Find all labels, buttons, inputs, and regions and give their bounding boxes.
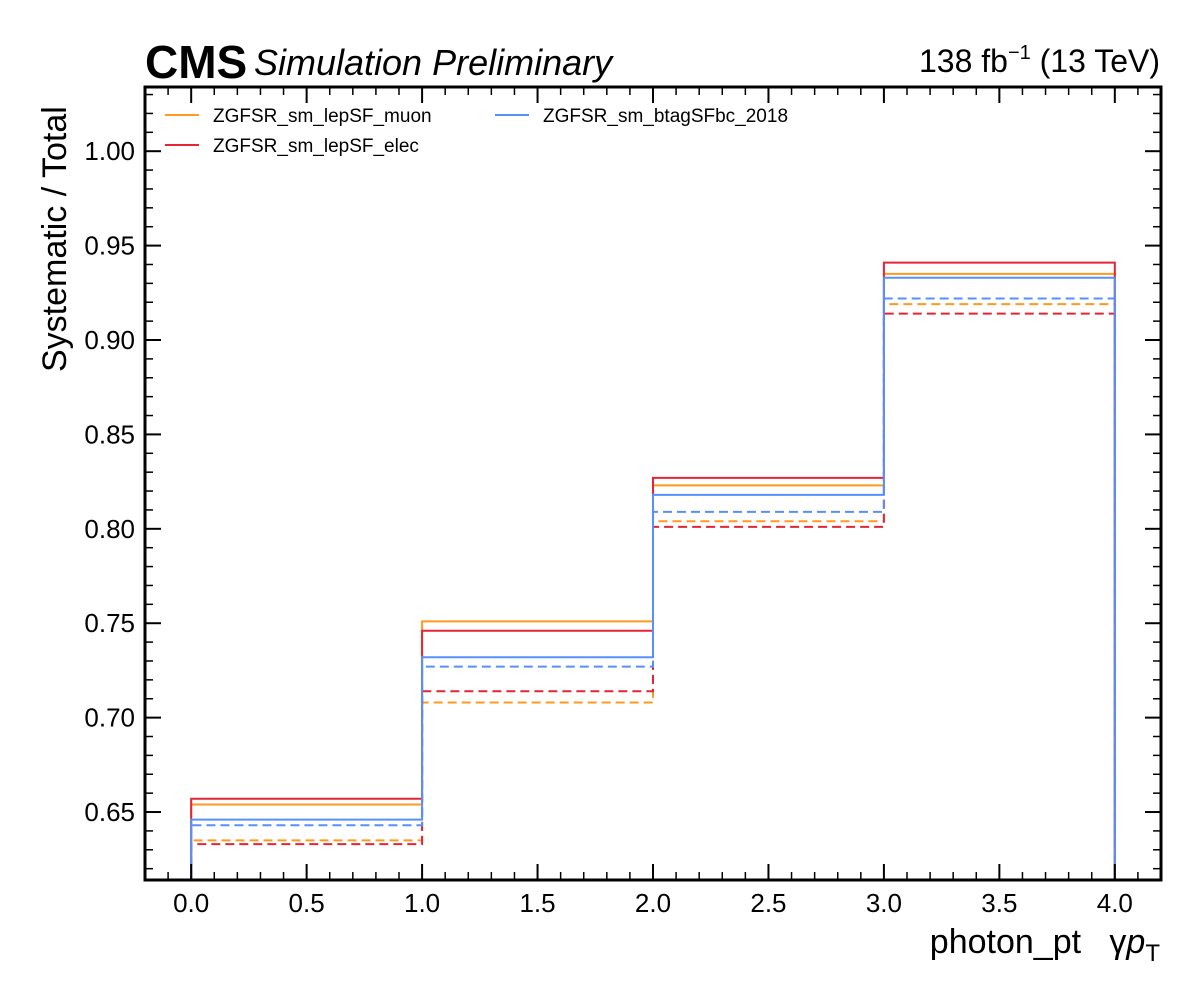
legend-label-zgfsr-sm-btagsfbc-2018: ZGFSR_sm_btagSFbc_2018 <box>543 106 788 127</box>
x-axis-symbol-var: p <box>1125 923 1145 961</box>
tick-labels: 0.0 0.5 1.0 1.5 2.0 2.5 3.0 3.5 4.0 0.65 0.70 0.75 0… <box>84 136 1133 918</box>
x-tick-label: 4.0 <box>1097 888 1133 918</box>
x-tick-label: 0.0 <box>173 888 209 918</box>
cms-sublabel: Simulation Preliminary <box>254 42 614 83</box>
y-tick-label: 0.80 <box>84 514 135 544</box>
x-tick-label: 1.0 <box>404 888 440 918</box>
cms-label: CMS <box>145 36 247 88</box>
x-tick-label: 2.0 <box>635 888 671 918</box>
x-tick-label: 3.0 <box>866 888 902 918</box>
legend-label-zgfsr-sm-lepsf-elec: ZGFSR_sm_lepSF_elec <box>213 136 419 157</box>
x-tick-label: 2.5 <box>750 888 786 918</box>
legend-label-zgfsr-sm-lepsf-muon: ZGFSR_sm_lepSF_muon <box>213 106 432 127</box>
y-tick-label: 0.85 <box>84 419 135 449</box>
x-axis-title: photon_pt γpT <box>930 923 1161 967</box>
y-tick-label: 1.00 <box>84 136 135 166</box>
y-tick-label: 0.70 <box>84 703 135 733</box>
lumi-exponent: −1 <box>1008 42 1031 64</box>
plot-area <box>190 261 1116 880</box>
series-zgfsr-sm-btagsfbc-2018-up-line <box>190 276 1116 880</box>
y-tick-label: 0.90 <box>84 325 135 355</box>
y-tick-label: 0.95 <box>84 231 135 261</box>
y-axis-title: Systematic / Total <box>36 106 74 372</box>
y-tick-label: 0.65 <box>84 797 135 827</box>
lumi-value: 138 fb <box>919 43 1008 79</box>
x-axis-label: photon_pt <box>930 923 1082 961</box>
x-axis-symbol-prefix: γ <box>1109 923 1126 961</box>
x-tick-label: 1.5 <box>519 888 555 918</box>
x-tick-label: 0.5 <box>289 888 325 918</box>
lumi-label: 138 fb−1 (13 TeV) <box>919 42 1160 79</box>
x-axis-label-gap <box>1081 923 1109 961</box>
x-tick-label: 3.5 <box>981 888 1017 918</box>
x-axis-symbol-sub: T <box>1145 940 1160 967</box>
lumi-energy: (13 TeV) <box>1031 43 1160 79</box>
legend: ZGFSR_sm_lepSF_muon ZGFSR_sm_lepSF_elec ZG… <box>165 106 788 157</box>
series-zgfsr-sm-btagsfbc-2018-down-line <box>190 297 1116 880</box>
plot-frame <box>143 85 1163 882</box>
y-tick-label: 0.75 <box>84 608 135 638</box>
